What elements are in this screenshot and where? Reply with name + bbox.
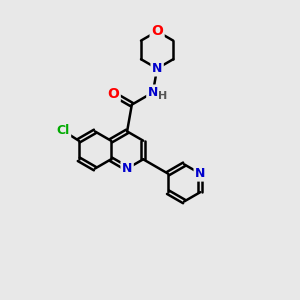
- Text: N: N: [152, 62, 162, 75]
- Text: Cl: Cl: [56, 124, 70, 137]
- Text: O: O: [151, 24, 163, 38]
- Text: O: O: [107, 87, 119, 101]
- Text: N: N: [122, 162, 132, 175]
- Text: N: N: [148, 86, 158, 99]
- Text: N: N: [195, 167, 206, 180]
- Text: H: H: [158, 91, 167, 101]
